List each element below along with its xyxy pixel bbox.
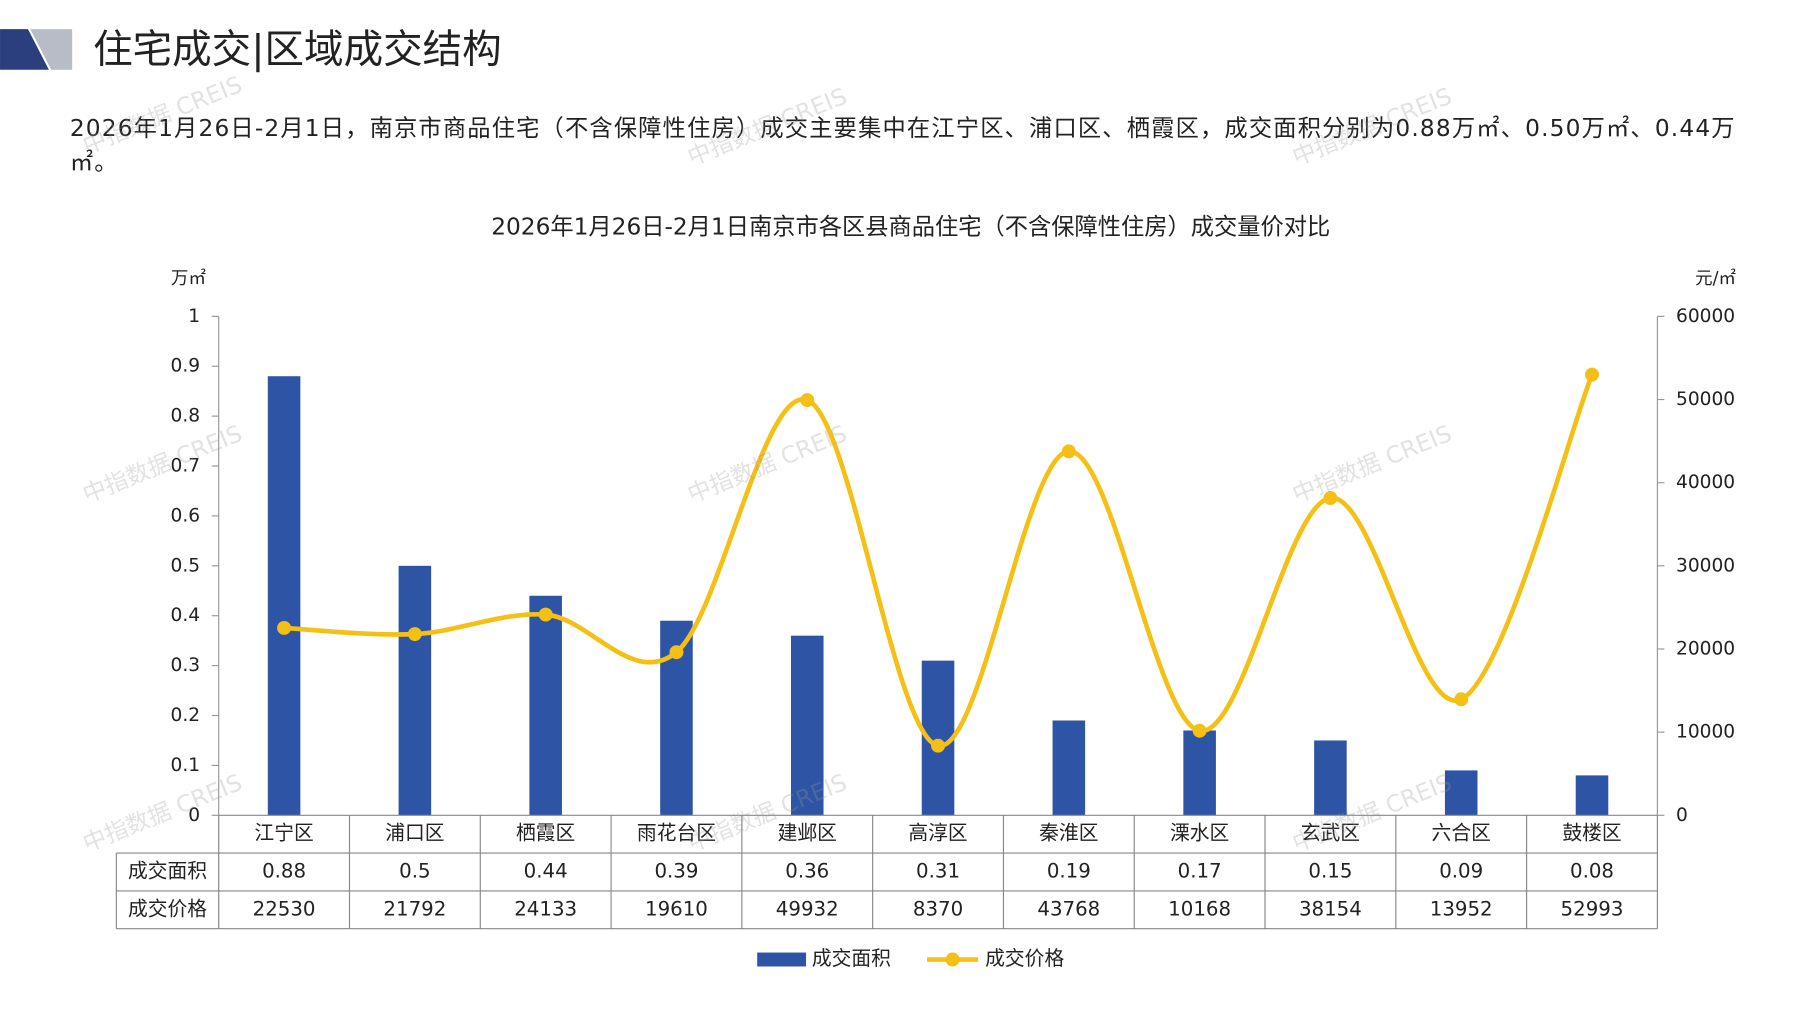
- x-tick-label: 浦口区: [385, 822, 444, 845]
- chart-title: 2026年1月26日-2月1日南京市各区县商品住宅（不含保障性住房）成交量价对比: [491, 213, 1330, 240]
- legend-label: 成交面积: [812, 947, 891, 970]
- table-cell: 38154: [1299, 897, 1362, 920]
- table-cell: 0.08: [1570, 860, 1614, 883]
- header-icon: [30, 29, 73, 70]
- bar: [1314, 740, 1347, 816]
- table-cell: 0.17: [1178, 860, 1222, 883]
- watermark: 中指数据 CREIS: [1289, 420, 1456, 508]
- y2-tick-label: 0: [1676, 805, 1688, 826]
- y-tick-label: 0.3: [171, 655, 201, 676]
- table-cell: 0.19: [1047, 860, 1091, 883]
- y2-tick-label: 30000: [1676, 555, 1735, 576]
- line-marker: [1454, 692, 1469, 707]
- line-marker: [1192, 723, 1207, 738]
- table-row-label: 成交价格: [128, 897, 207, 920]
- y-axis-unit: 万㎡: [171, 269, 206, 289]
- bar: [529, 595, 562, 816]
- x-tick-label: 玄武区: [1301, 822, 1360, 845]
- legend-swatch: [945, 952, 960, 967]
- table-cell: 8370: [913, 897, 963, 920]
- bar: [1444, 770, 1478, 816]
- page-title: 住宅成交|区域成交结构: [93, 27, 502, 73]
- y2-tick-label: 60000: [1676, 306, 1735, 327]
- watermark: 中指数据 CREIS: [79, 420, 246, 508]
- x-tick-label: 六合区: [1432, 822, 1491, 845]
- table-cell: 43768: [1037, 897, 1100, 920]
- table-cell: 13952: [1430, 897, 1493, 920]
- y-tick-label: 0.2: [171, 705, 201, 726]
- header-icon: [0, 29, 49, 70]
- line-marker: [407, 627, 422, 642]
- y2-tick-label: 50000: [1676, 389, 1735, 410]
- table-cell: 52993: [1561, 897, 1624, 920]
- watermark: 中指数据 CREIS: [1289, 769, 1456, 857]
- y2-axis-unit: 元/㎡: [1695, 269, 1736, 289]
- table-row-label: 成交面积: [128, 860, 207, 883]
- x-tick-label: 江宁区: [254, 822, 313, 845]
- line-marker: [669, 645, 684, 660]
- y-tick-label: 0.6: [171, 505, 201, 526]
- table-cell: 0.44: [524, 860, 568, 883]
- line-marker: [277, 620, 292, 635]
- line-marker: [800, 393, 815, 408]
- y-tick-label: 0.9: [171, 356, 201, 377]
- y2-tick-label: 20000: [1676, 638, 1735, 659]
- y-tick-label: 0.7: [171, 456, 201, 477]
- table-cell: 0.88: [262, 860, 306, 883]
- x-tick-label: 高淳区: [908, 822, 967, 845]
- table-cell: 22530: [253, 897, 316, 920]
- y2-tick-label: 40000: [1676, 472, 1735, 493]
- table-cell: 24133: [514, 897, 577, 920]
- table-cell: 49932: [776, 897, 839, 920]
- x-tick-label: 栖霞区: [516, 822, 575, 845]
- x-tick-label: 雨花台区: [637, 822, 716, 845]
- table-cell: 19610: [645, 897, 708, 920]
- line-marker: [538, 607, 553, 622]
- line-marker: [1061, 444, 1076, 459]
- summary: 2026年1月26日-2月1日，南京市商品住宅（不含保障性住房）成交主要集中在江…: [69, 113, 1736, 176]
- x-tick-label: 鼓楼区: [1562, 822, 1621, 845]
- bar: [790, 635, 824, 816]
- table-cell: 0.39: [654, 860, 698, 883]
- table-cell: 0.09: [1439, 860, 1483, 883]
- table-cell: 0.31: [916, 860, 960, 883]
- y-tick-label: 0.8: [171, 406, 201, 427]
- summary-box: 2026年1月26日-2月1日，南京市商品住宅（不含保障性住房）成交主要集中在江…: [69, 113, 1736, 176]
- bar: [1575, 775, 1609, 816]
- y-tick-label: 0: [188, 805, 200, 826]
- line-marker: [1323, 491, 1338, 505]
- legend-swatch: [757, 952, 807, 967]
- line-marker: [931, 738, 946, 753]
- line: [283, 373, 1595, 749]
- watermark: 中指数据 CREIS: [684, 420, 851, 508]
- bar: [398, 565, 432, 816]
- legend-label: 成交价格: [985, 947, 1064, 970]
- y-tick-label: 1: [188, 306, 200, 327]
- table-cell: 0.5: [399, 860, 430, 883]
- y-tick-label: 0.1: [171, 755, 201, 776]
- y-tick-label: 0.4: [171, 605, 201, 626]
- table-cell: 0.36: [785, 860, 829, 883]
- x-tick-label: 溧水区: [1170, 822, 1229, 845]
- watermark: 中指数据 CREIS: [79, 769, 246, 857]
- bar: [1052, 720, 1086, 816]
- y2-tick-label: 10000: [1676, 722, 1735, 743]
- table-cell: 10168: [1168, 897, 1231, 920]
- x-tick-label: 秦淮区: [1039, 822, 1098, 845]
- table-cell: 21792: [383, 897, 446, 920]
- x-tick-label: 建邺区: [778, 822, 837, 845]
- line-marker: [1585, 367, 1599, 382]
- bar: [267, 376, 301, 816]
- y-tick-label: 0.5: [171, 555, 201, 576]
- bar: [1183, 730, 1216, 816]
- table-cell: 0.15: [1308, 860, 1352, 883]
